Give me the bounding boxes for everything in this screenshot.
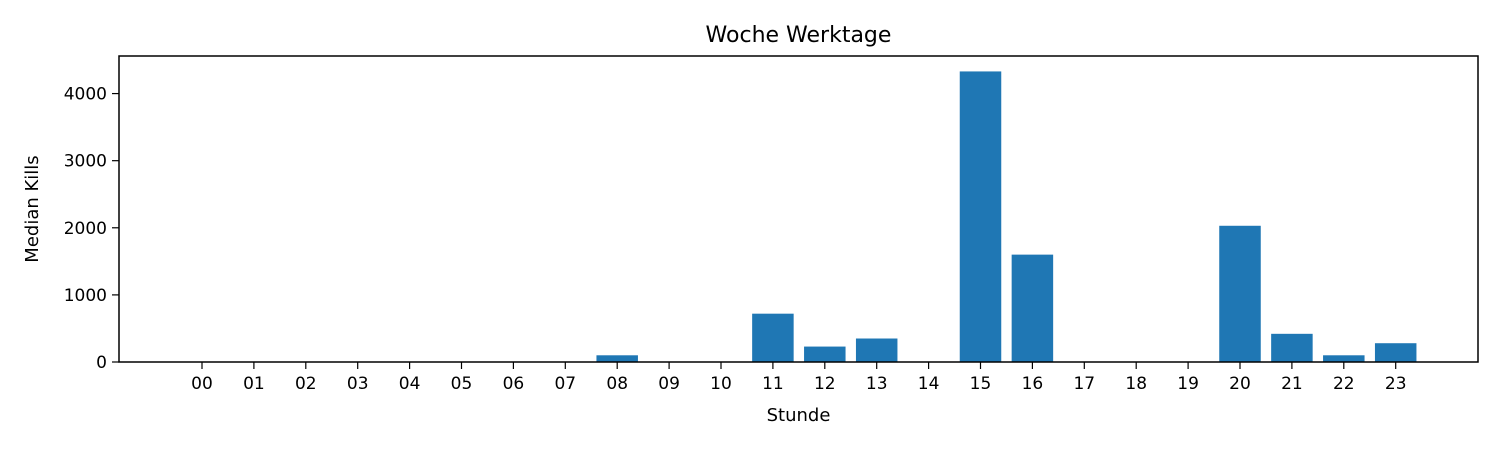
x-tick-label-12: 12	[814, 374, 836, 394]
x-tick-label-19: 19	[1177, 374, 1199, 394]
x-tick-label-03: 03	[347, 374, 369, 394]
bar-16	[1011, 254, 1054, 362]
bars-group	[596, 71, 1417, 363]
x-tick-label-11: 11	[762, 374, 784, 394]
bar-22	[1323, 355, 1365, 362]
x-tick-label-01: 01	[243, 374, 265, 394]
bar-21	[1271, 333, 1313, 362]
chart-title: Woche Werktage	[706, 23, 892, 48]
x-tick-label-08: 08	[606, 374, 628, 394]
bar-11	[752, 313, 794, 362]
bar-23	[1374, 343, 1417, 362]
x-tick-label-05: 05	[451, 374, 473, 394]
bar-12	[804, 346, 846, 362]
x-tick-label-10: 10	[710, 374, 732, 394]
x-tick-label-02: 02	[295, 374, 317, 394]
x-tick-label-09: 09	[658, 374, 680, 394]
x-tick-label-14: 14	[918, 374, 940, 394]
x-tick-label-15: 15	[970, 374, 992, 394]
y-tick-label-3000: 3000	[64, 152, 107, 172]
plot-frame	[118, 55, 1479, 363]
x-tick-label-17: 17	[1073, 374, 1095, 394]
bar-08	[596, 355, 638, 362]
y-tick-label-4000: 4000	[64, 85, 107, 105]
bar-20	[1219, 225, 1261, 362]
x-tick-label-22: 22	[1333, 374, 1355, 394]
y-tick-label-0: 0	[96, 353, 107, 373]
x-tick-label-00: 00	[191, 374, 213, 394]
y-axis-label: Median Kills	[22, 155, 43, 262]
bar-13	[855, 338, 898, 362]
x-tick-label-20: 20	[1229, 374, 1251, 394]
x-tick-label-23: 23	[1385, 374, 1407, 394]
y-tick-label-1000: 1000	[64, 286, 107, 306]
x-tick-label-16: 16	[1022, 374, 1044, 394]
x-axis-label: Stunde	[767, 405, 831, 426]
y-tick-label-2000: 2000	[64, 219, 107, 239]
x-tick-label-18: 18	[1125, 374, 1147, 394]
x-tick-label-04: 04	[399, 374, 421, 394]
x-tick-label-07: 07	[554, 374, 576, 394]
bar-15	[959, 71, 1002, 363]
x-tick-label-21: 21	[1281, 374, 1303, 394]
x-tick-label-13: 13	[866, 374, 888, 394]
x-axis-ticks: 00 01 02 03 04 05 06 07 08 09 10 11 12 13 14 15 16 17 18 19…	[191, 362, 1407, 394]
x-tick-label-06: 06	[503, 374, 525, 394]
y-axis-ticks: 0 1000 2000 3000 4000	[64, 85, 119, 373]
